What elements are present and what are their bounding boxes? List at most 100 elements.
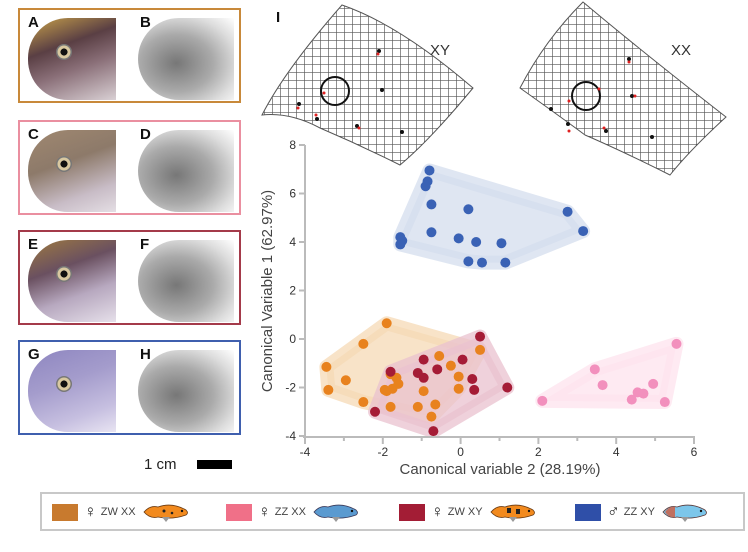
x-axis-ticks: -4 -2 0 2 4 6	[300, 437, 698, 459]
data-point	[420, 181, 431, 192]
panel-label-b: B	[140, 14, 151, 31]
data-point	[638, 388, 649, 399]
y-axis-label: Canonical Variable 1 (62.97%)	[259, 190, 276, 392]
data-point	[418, 386, 429, 397]
xray-image	[138, 240, 234, 322]
xray-image	[138, 130, 234, 212]
landmark-circle	[320, 76, 350, 106]
panel-gh: G H	[18, 340, 241, 435]
data-point	[426, 411, 437, 422]
data-point	[467, 374, 478, 385]
data-point	[379, 384, 390, 395]
blue-fish-icon	[313, 504, 358, 522]
grid-label-xy: XY	[430, 42, 450, 59]
y-tick-label: 6	[289, 187, 296, 201]
data-point	[578, 226, 589, 237]
deformation-grid-xx: XX	[519, 1, 727, 176]
data-point	[671, 338, 682, 349]
data-point	[626, 394, 637, 405]
fish-photo	[28, 350, 116, 432]
female-icon: ♀	[258, 502, 271, 521]
data-point	[418, 372, 429, 383]
orange-fish-icon	[143, 504, 188, 522]
y-tick-label: -2	[285, 381, 296, 395]
data-point	[597, 380, 608, 391]
deformation-grid-xy: XY	[261, 4, 474, 166]
legend: ♀ ZW XX ♀ ZZ XX ♀ ZW XY ♂ ZZ XY	[40, 492, 745, 531]
fish-photo	[28, 18, 116, 100]
data-point	[385, 366, 396, 377]
data-point	[340, 375, 351, 386]
data-point	[453, 383, 464, 394]
x-tick-label: 0	[457, 445, 464, 459]
data-point	[426, 227, 437, 238]
x-tick-label: 2	[535, 445, 542, 459]
data-point	[426, 199, 437, 210]
legend-item-zz-xx: ♀ ZZ XX	[226, 502, 360, 522]
data-point	[385, 401, 396, 412]
panel-label-i: I	[276, 9, 280, 26]
legend-genotype: ZW XX	[100, 506, 136, 518]
y-tick-label: 8	[289, 138, 296, 152]
data-point	[358, 397, 369, 408]
y-tick-label: 0	[289, 332, 296, 346]
data-point	[453, 233, 464, 244]
data-point	[321, 361, 332, 372]
y-tick-label: 2	[289, 284, 296, 298]
fish-eye	[56, 44, 72, 60]
legend-item-zw-xx: ♀ ZW XX	[52, 502, 190, 522]
light-blue-fish-icon	[662, 504, 707, 522]
data-point	[428, 426, 439, 437]
x-tick-label: -4	[300, 445, 311, 459]
data-point	[475, 344, 486, 355]
data-point	[453, 371, 464, 382]
data-point	[648, 378, 659, 389]
data-point	[323, 384, 334, 395]
legend-genotype: ZZ XX	[274, 506, 306, 518]
data-point	[502, 382, 513, 393]
orange-fish-icon	[490, 504, 535, 522]
panel-label-h: H	[140, 346, 151, 363]
fish-photo	[28, 130, 116, 212]
scale-bar-label: 1 cm	[144, 456, 177, 473]
legend-swatch	[226, 503, 252, 521]
panel-ef: E F	[18, 230, 241, 325]
panel-label-g: G	[28, 346, 40, 363]
xray-image	[138, 350, 234, 432]
data-point	[471, 237, 482, 247]
legend-swatch	[399, 503, 425, 521]
fish-photo	[28, 240, 116, 322]
female-icon: ♀	[84, 502, 97, 521]
data-point	[659, 397, 670, 408]
data-point	[432, 364, 443, 375]
data-point	[370, 406, 381, 417]
legend-swatch	[52, 503, 78, 521]
data-point	[476, 257, 487, 268]
legend-genotype: ZZ XY	[623, 506, 655, 518]
data-point	[537, 395, 548, 406]
data-point	[381, 318, 392, 329]
panel-label-d: D	[140, 126, 151, 143]
data-point	[475, 331, 486, 342]
data-point	[434, 350, 445, 361]
x-tick-label: 4	[613, 445, 620, 459]
data-point	[430, 399, 441, 410]
xray-image	[138, 18, 234, 100]
x-tick-label: -2	[377, 445, 388, 459]
fish-eye	[56, 156, 72, 172]
legend-genotype: ZW XY	[447, 506, 483, 518]
panel-ab: A B	[18, 8, 241, 103]
x-axis-label: Canonical variable 2 (28.19%)	[400, 461, 601, 478]
fish-eye	[56, 376, 72, 392]
data-point	[412, 401, 423, 412]
male-icon: ♂	[607, 502, 620, 521]
landmark-circle	[571, 81, 601, 111]
panel-label-a: A	[28, 14, 39, 31]
y-tick-label: -4	[285, 429, 296, 443]
fish-eye	[56, 266, 72, 282]
female-icon: ♀	[431, 502, 444, 521]
plot-area	[319, 163, 684, 439]
data-point	[395, 239, 406, 250]
data-point	[496, 238, 507, 249]
x-tick-label: 6	[691, 445, 698, 459]
